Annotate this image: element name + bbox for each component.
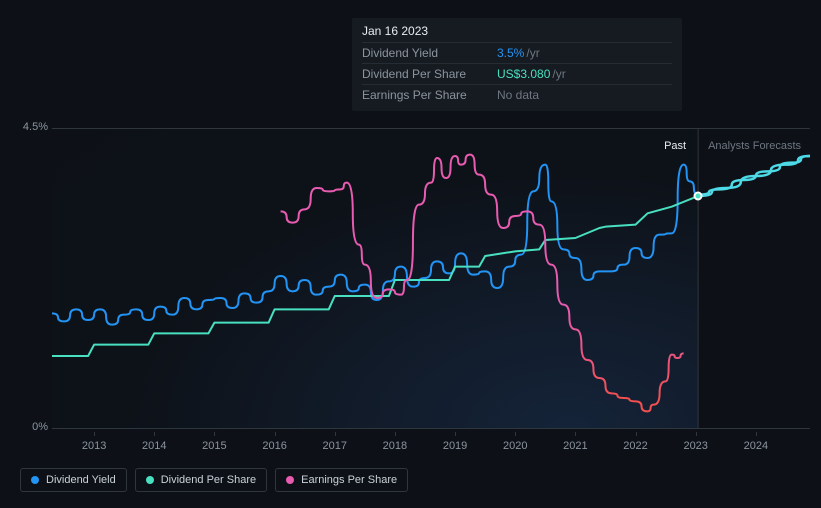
plot-area[interactable]: 4.5%0%: [52, 128, 810, 428]
tooltip-value: 3.5%/yr: [497, 46, 540, 60]
tooltip-value: US$3.080/yr: [497, 67, 566, 81]
x-tick-label: 2013: [82, 440, 106, 452]
zone-forecast-label: Analysts Forecasts: [708, 140, 801, 152]
hover-marker: [694, 192, 703, 201]
x-tick-label: 2015: [202, 440, 226, 452]
legend-item-dividend_yield[interactable]: Dividend Yield: [20, 468, 127, 492]
x-tickmark: [696, 432, 697, 436]
tooltip-value: No data: [497, 88, 539, 102]
x-tickmark: [515, 432, 516, 436]
x-tick-label: 2020: [503, 440, 527, 452]
x-tickmark: [94, 432, 95, 436]
x-tick-label: 2019: [443, 440, 467, 452]
legend-dot: [31, 476, 39, 484]
zone-past-label: Past: [664, 140, 686, 152]
legend-label: Dividend Yield: [46, 474, 116, 486]
legend-dot: [286, 476, 294, 484]
x-tickmark: [335, 432, 336, 436]
y-tick-label: 4.5%: [23, 121, 48, 133]
series-dividend_yield: [52, 165, 698, 325]
series-earnings_per_share: [281, 155, 684, 412]
legend-item-dividend_per_share[interactable]: Dividend Per Share: [135, 468, 267, 492]
series-dividend_per_share: [52, 196, 698, 356]
tooltip-label: Dividend Per Share: [362, 67, 497, 81]
legend-dot: [146, 476, 154, 484]
legend-item-earnings_per_share[interactable]: Earnings Per Share: [275, 468, 408, 492]
x-tickmark: [756, 432, 757, 436]
hover-line: [52, 128, 53, 428]
x-tickmark: [154, 432, 155, 436]
tooltip-label: Earnings Per Share: [362, 88, 497, 102]
x-tick-label: 2016: [262, 440, 286, 452]
legend-label: Earnings Per Share: [301, 474, 397, 486]
x-tickmark: [575, 432, 576, 436]
x-tickmark: [636, 432, 637, 436]
y-tick-label: 0%: [32, 421, 48, 433]
x-tick-label: 2022: [623, 440, 647, 452]
chart-tooltip: Jan 16 2023 Dividend Yield3.5%/yrDividen…: [352, 18, 682, 111]
x-tick-label: 2023: [683, 440, 707, 452]
tooltip-row: Dividend Yield3.5%/yr: [362, 42, 672, 63]
x-axis: 2013 2014 2015 2016 2017 2018 2019 2020 2021 2022…: [52, 432, 810, 452]
x-tick-label: 2021: [563, 440, 587, 452]
x-tickmark: [395, 432, 396, 436]
x-tickmark: [214, 432, 215, 436]
tooltip-label: Dividend Yield: [362, 46, 497, 60]
x-tickmark: [455, 432, 456, 436]
x-tick-label: 2024: [744, 440, 768, 452]
gridline: [52, 428, 810, 429]
chart-lines: [52, 128, 810, 428]
x-tick-label: 2018: [383, 440, 407, 452]
legend-label: Dividend Per Share: [161, 474, 256, 486]
gridline: [52, 128, 810, 129]
x-tickmark: [275, 432, 276, 436]
tooltip-row: Dividend Per ShareUS$3.080/yr: [362, 63, 672, 84]
legend: Dividend Yield Dividend Per Share Earnings…: [20, 468, 408, 492]
tooltip-row: Earnings Per ShareNo data: [362, 84, 672, 105]
x-tick-label: 2017: [322, 440, 346, 452]
tooltip-date: Jan 16 2023: [362, 24, 672, 38]
x-tick-label: 2014: [142, 440, 166, 452]
